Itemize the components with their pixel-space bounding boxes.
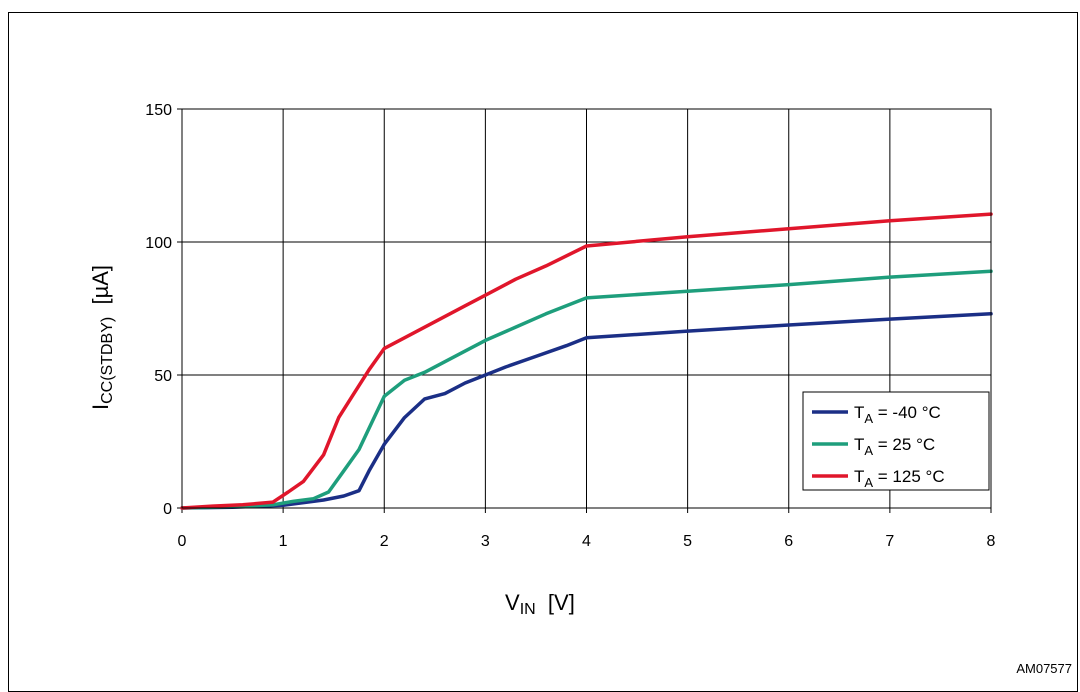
x-tick-label: 6 [784, 533, 793, 550]
figure-reference-code: AM07577 [1016, 661, 1072, 676]
tick-labels: 0 1 2 3 4 5 6 7 8 0 50 100 150 [145, 102, 995, 550]
x-axis-title: VIN [V] [505, 590, 575, 618]
x-tick-label: 0 [178, 533, 187, 550]
plot-border [181, 108, 992, 509]
legend: TA = -40 °C TA = 25 °C TA = 125 °C [802, 391, 990, 491]
legend-label-series-3: TA = 125 °C [854, 467, 945, 490]
x-tick-label: 8 [987, 533, 996, 550]
y-tick-label: 50 [154, 368, 172, 385]
y-tick-label: 0 [163, 501, 172, 518]
x-tick-label: 1 [279, 533, 288, 550]
legend-label-series-2: TA = 25 °C [854, 435, 935, 458]
series-line-1 [180, 312, 993, 510]
x-tick-label: 3 [481, 533, 490, 550]
x-tick-label: 5 [683, 533, 692, 550]
series-line-2 [180, 269, 993, 510]
series-layer [180, 212, 993, 510]
y-tick-label: 150 [145, 102, 172, 119]
legend-box [802, 391, 990, 491]
y-tick-label: 100 [145, 235, 172, 252]
x-tick-label: 4 [582, 533, 591, 550]
x-tick-label: 7 [885, 533, 894, 550]
legend-label-series-1: TA = -40 °C [854, 403, 941, 426]
x-tick-label: 2 [380, 533, 389, 550]
series-line-3 [180, 212, 993, 510]
y-axis-title: ICC(STDBY) [µA] [88, 265, 116, 410]
